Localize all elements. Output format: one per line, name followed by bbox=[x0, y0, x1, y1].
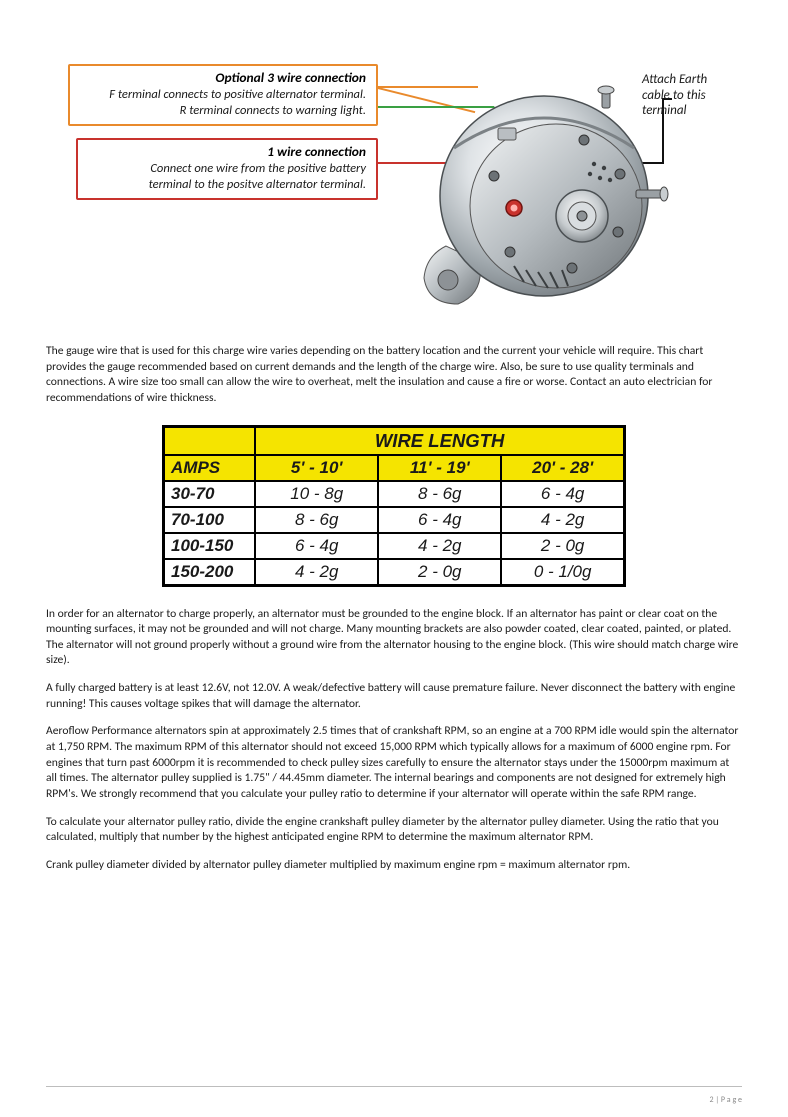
gauge-cell: 2 - 0g bbox=[501, 533, 624, 559]
length-header: 20' - 28' bbox=[501, 455, 624, 481]
alternator-image bbox=[406, 56, 686, 326]
length-header: 11' - 19' bbox=[378, 455, 501, 481]
callout-line: R terminal connects to warning light. bbox=[80, 103, 366, 119]
paragraph-pulley-ratio: To calculate your alternator pulley rati… bbox=[46, 815, 742, 846]
gauge-cell: 4 - 2g bbox=[255, 559, 378, 586]
gauge-cell: 0 - 1/0g bbox=[501, 559, 624, 586]
callout-line: terminal to the positve alternator termi… bbox=[88, 177, 366, 193]
wiring-diagram: Optional 3 wire connection F terminal co… bbox=[46, 50, 742, 330]
gauge-cell: 10 - 8g bbox=[255, 481, 378, 507]
footer-divider bbox=[46, 1086, 742, 1087]
amps-cell: 150-200 bbox=[164, 559, 256, 586]
paragraph-rpm: Aeroflow Performance alternators spin at… bbox=[46, 724, 742, 802]
gauge-cell: 6 - 4g bbox=[501, 481, 624, 507]
table-row: 150-200 4 - 2g 2 - 0g 0 - 1/0g bbox=[164, 559, 625, 586]
table-title: WIRE LENGTH bbox=[255, 426, 624, 455]
table-corner-blank bbox=[164, 426, 256, 455]
gauge-cell: 4 - 2g bbox=[378, 533, 501, 559]
gauge-cell: 8 - 6g bbox=[255, 507, 378, 533]
callout-1-wire: 1 wire connection Connect one wire from … bbox=[76, 138, 378, 200]
paragraph-battery: A fully charged battery is at least 12.6… bbox=[46, 681, 742, 712]
table-row: 30-70 10 - 8g 8 - 6g 6 - 4g bbox=[164, 481, 625, 507]
callout-title: Optional 3 wire connection bbox=[80, 70, 366, 87]
table-row: 100-150 6 - 4g 4 - 2g 2 - 0g bbox=[164, 533, 625, 559]
gauge-cell: 2 - 0g bbox=[378, 559, 501, 586]
wire-length-table: WIRE LENGTH AMPS 5' - 10' 11' - 19' 20' … bbox=[162, 425, 626, 587]
gauge-cell: 4 - 2g bbox=[501, 507, 624, 533]
amps-header: AMPS bbox=[164, 455, 256, 481]
paragraph-formula: Crank pulley diameter divided by alterna… bbox=[46, 858, 742, 874]
table-row: 70-100 8 - 6g 6 - 4g 4 - 2g bbox=[164, 507, 625, 533]
callout-optional-3-wire: Optional 3 wire connection F terminal co… bbox=[68, 64, 378, 126]
callout-line: Connect one wire from the positive batte… bbox=[88, 161, 366, 177]
callout-line: F terminal connects to positive alternat… bbox=[80, 87, 366, 103]
amps-cell: 100-150 bbox=[164, 533, 256, 559]
amps-cell: 70-100 bbox=[164, 507, 256, 533]
gauge-cell: 6 - 4g bbox=[378, 507, 501, 533]
callout-title: 1 wire connection bbox=[88, 144, 366, 161]
paragraph-grounding: In order for an alternator to charge pro… bbox=[46, 607, 742, 670]
amps-cell: 30-70 bbox=[164, 481, 256, 507]
paragraph-gauge-intro: The gauge wire that is used for this cha… bbox=[46, 344, 742, 407]
length-header: 5' - 10' bbox=[255, 455, 378, 481]
gauge-cell: 6 - 4g bbox=[255, 533, 378, 559]
page-number: 2 | P a g e bbox=[710, 1095, 743, 1105]
gauge-cell: 8 - 6g bbox=[378, 481, 501, 507]
